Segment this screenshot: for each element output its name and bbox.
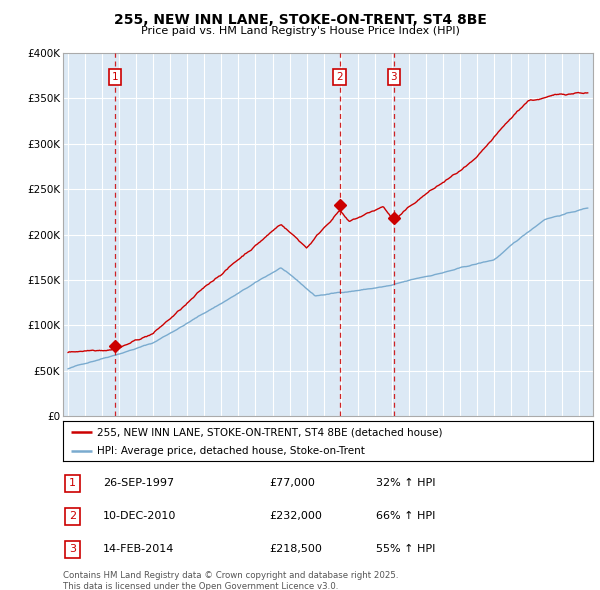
Text: 1: 1 — [69, 478, 76, 488]
Text: 2: 2 — [337, 72, 343, 81]
Text: HPI: Average price, detached house, Stoke-on-Trent: HPI: Average price, detached house, Stok… — [97, 445, 365, 455]
Text: £218,500: £218,500 — [269, 545, 322, 555]
Text: 55% ↑ HPI: 55% ↑ HPI — [376, 545, 435, 555]
Text: 3: 3 — [69, 545, 76, 555]
Text: 26-SEP-1997: 26-SEP-1997 — [103, 478, 174, 488]
Text: 66% ↑ HPI: 66% ↑ HPI — [376, 512, 435, 521]
Text: 14-FEB-2014: 14-FEB-2014 — [103, 545, 174, 555]
Text: Contains HM Land Registry data © Crown copyright and database right 2025.
This d: Contains HM Land Registry data © Crown c… — [63, 571, 398, 590]
Text: Price paid vs. HM Land Registry's House Price Index (HPI): Price paid vs. HM Land Registry's House … — [140, 26, 460, 36]
Text: 255, NEW INN LANE, STOKE-ON-TRENT, ST4 8BE: 255, NEW INN LANE, STOKE-ON-TRENT, ST4 8… — [113, 13, 487, 27]
Text: 255, NEW INN LANE, STOKE-ON-TRENT, ST4 8BE (detached house): 255, NEW INN LANE, STOKE-ON-TRENT, ST4 8… — [97, 427, 443, 437]
Text: 3: 3 — [391, 72, 397, 81]
Text: £232,000: £232,000 — [269, 512, 322, 521]
Text: £77,000: £77,000 — [269, 478, 316, 488]
Text: 10-DEC-2010: 10-DEC-2010 — [103, 512, 176, 521]
Text: 1: 1 — [112, 72, 118, 81]
Text: 32% ↑ HPI: 32% ↑ HPI — [376, 478, 435, 488]
Text: 2: 2 — [69, 512, 76, 521]
